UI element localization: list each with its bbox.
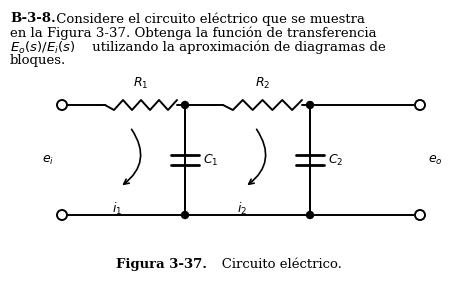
Circle shape (182, 212, 189, 219)
Text: $C_1$: $C_1$ (203, 152, 219, 168)
Text: $R_2$: $R_2$ (255, 76, 270, 91)
Text: Circuito eléctrico.: Circuito eléctrico. (209, 258, 342, 271)
Text: B-3-8.: B-3-8. (10, 12, 56, 25)
Text: utilizando la aproximación de diagramas de: utilizando la aproximación de diagramas … (88, 40, 386, 53)
Text: $R_1$: $R_1$ (133, 76, 149, 91)
Text: $e_i$: $e_i$ (42, 154, 54, 166)
FancyArrowPatch shape (249, 129, 265, 184)
FancyArrowPatch shape (124, 129, 141, 184)
Text: $i_2$: $i_2$ (237, 201, 247, 217)
Text: en la Figura 3-37. Obtenga la función de transferencia: en la Figura 3-37. Obtenga la función de… (10, 26, 377, 39)
Circle shape (307, 102, 313, 108)
Text: $i_1$: $i_1$ (112, 201, 122, 217)
Text: bloques.: bloques. (10, 54, 66, 67)
Text: $E_o(s)/E_i(s)$: $E_o(s)/E_i(s)$ (10, 40, 75, 56)
Text: $C_2$: $C_2$ (328, 152, 343, 168)
Text: $e_o$: $e_o$ (428, 154, 443, 166)
Text: Considere el circuito eléctrico que se muestra: Considere el circuito eléctrico que se m… (52, 12, 365, 25)
Circle shape (182, 102, 189, 108)
Circle shape (307, 212, 313, 219)
Text: Figura 3-37.: Figura 3-37. (116, 258, 207, 271)
